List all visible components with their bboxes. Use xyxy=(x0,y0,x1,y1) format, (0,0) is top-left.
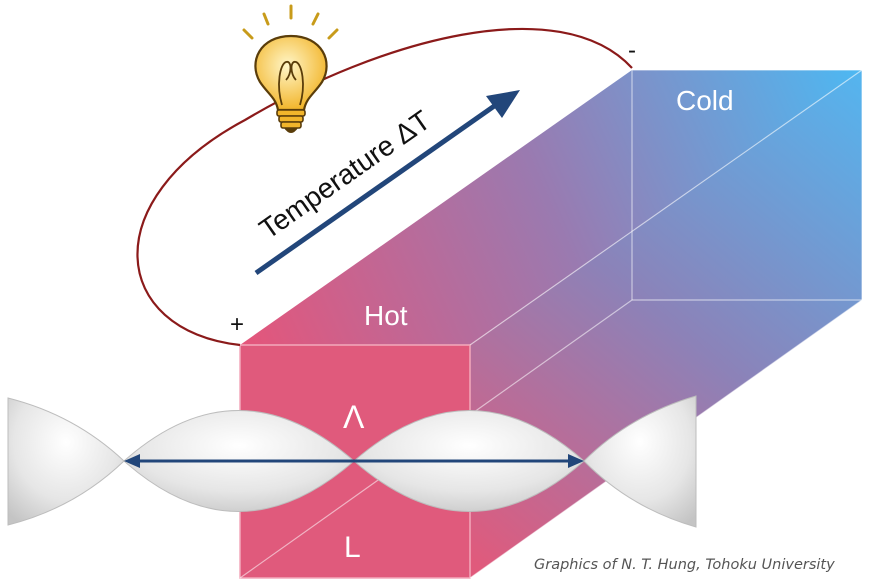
light-bulb-icon xyxy=(242,4,339,133)
minus-sign: - xyxy=(628,37,636,64)
circuit-wire xyxy=(136,27,633,347)
length-label: L xyxy=(344,531,361,564)
plus-sign: + xyxy=(230,311,244,338)
credit-text: Graphics of N. T. Hung, Tohoku Universit… xyxy=(534,557,835,573)
bar-top-face xyxy=(240,70,862,345)
temperature-arrow xyxy=(254,90,520,276)
wavelength-arrow xyxy=(124,454,584,468)
lambda-label: Λ xyxy=(343,399,365,435)
cold-label: Cold xyxy=(676,85,734,116)
wave-lobe-right-half xyxy=(583,395,697,528)
wave-lobe-left-half xyxy=(7,397,125,526)
hot-label: Hot xyxy=(364,300,408,331)
